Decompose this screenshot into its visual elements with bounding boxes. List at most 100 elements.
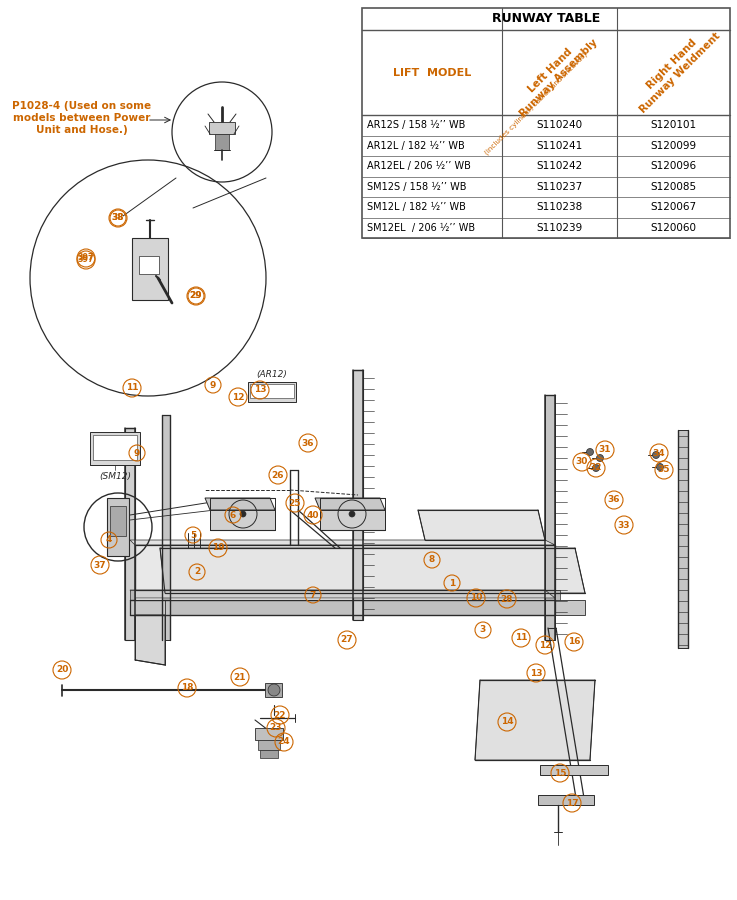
Polygon shape	[545, 395, 555, 640]
Text: 38: 38	[112, 213, 125, 222]
Text: AR12S / 158 ½’’ WB: AR12S / 158 ½’’ WB	[367, 121, 465, 130]
Circle shape	[596, 454, 604, 462]
Text: 4: 4	[106, 536, 112, 544]
Text: 397: 397	[77, 254, 94, 263]
Text: 14: 14	[500, 717, 513, 726]
Text: S120085: S120085	[651, 182, 696, 192]
Circle shape	[652, 452, 660, 458]
Polygon shape	[130, 540, 555, 545]
Polygon shape	[538, 795, 594, 805]
Bar	[93, 435, 137, 460]
Text: 33: 33	[618, 520, 630, 529]
Text: 5: 5	[190, 530, 196, 539]
Polygon shape	[135, 615, 165, 665]
Circle shape	[349, 511, 355, 517]
Bar	[258, 740, 280, 750]
Polygon shape	[265, 683, 282, 697]
Text: 35: 35	[657, 465, 670, 474]
Text: S110237: S110237	[537, 182, 583, 192]
Polygon shape	[545, 600, 585, 615]
Bar	[250, 384, 294, 398]
Text: 34: 34	[653, 448, 666, 457]
Text: 36: 36	[301, 438, 314, 447]
Bar	[90, 432, 140, 465]
Bar	[248, 382, 296, 402]
Text: S120096: S120096	[651, 161, 696, 171]
Polygon shape	[320, 510, 385, 530]
Text: P1028-4 (Used on some
models between Power
Unit and Hose.): P1028-4 (Used on some models between Pow…	[13, 102, 152, 135]
Text: 11: 11	[514, 634, 527, 643]
Text: Left Hand
Runway Assembly: Left Hand Runway Assembly	[509, 29, 599, 119]
Text: 18: 18	[181, 683, 193, 692]
Text: LIFT  MODEL: LIFT MODEL	[393, 68, 471, 77]
Text: 38: 38	[112, 213, 125, 222]
Text: 30: 30	[576, 457, 588, 466]
Polygon shape	[315, 498, 385, 510]
Text: S120099: S120099	[651, 140, 696, 150]
Text: AR12EL / 206 ½’’ WB: AR12EL / 206 ½’’ WB	[367, 161, 471, 171]
Text: (SM12): (SM12)	[99, 472, 131, 482]
Text: 23: 23	[270, 724, 282, 733]
Text: S110241: S110241	[537, 140, 583, 150]
Polygon shape	[130, 600, 165, 615]
Text: RUNWAY TABLE: RUNWAY TABLE	[492, 13, 600, 25]
Bar	[132, 238, 168, 300]
Text: S120067: S120067	[651, 202, 696, 212]
Polygon shape	[160, 548, 585, 593]
Text: S110242: S110242	[537, 161, 583, 171]
Text: 22: 22	[273, 710, 286, 719]
Text: 10: 10	[469, 593, 482, 602]
Circle shape	[657, 464, 663, 471]
Text: 27: 27	[340, 635, 353, 644]
Circle shape	[587, 448, 593, 455]
Text: 8: 8	[429, 555, 435, 564]
Polygon shape	[210, 510, 275, 530]
Text: 12: 12	[231, 392, 244, 401]
Text: 15: 15	[553, 769, 566, 778]
Text: 31: 31	[598, 446, 611, 454]
Bar	[139, 256, 159, 274]
Polygon shape	[135, 545, 555, 590]
Text: Right Hand
Runway Weldment: Right Hand Runway Weldment	[629, 22, 722, 114]
Text: SM12EL  / 206 ½’’ WB: SM12EL / 206 ½’’ WB	[367, 223, 475, 233]
Circle shape	[593, 464, 599, 472]
Text: 29: 29	[189, 292, 203, 301]
Text: 6: 6	[230, 510, 236, 519]
Bar	[110, 506, 126, 536]
Text: 13: 13	[530, 669, 542, 678]
Text: 37: 37	[94, 561, 106, 570]
Polygon shape	[418, 510, 545, 540]
Text: 29: 29	[189, 292, 203, 301]
Text: SM12L / 182 ½’’ WB: SM12L / 182 ½’’ WB	[367, 202, 466, 212]
Polygon shape	[540, 765, 608, 775]
Text: SM12S / 158 ½’’ WB: SM12S / 158 ½’’ WB	[367, 182, 467, 192]
Text: S110239: S110239	[537, 223, 583, 233]
Text: 32: 32	[590, 464, 602, 472]
Circle shape	[268, 684, 280, 696]
Text: (includes cylinder, cables and sheaves): (includes cylinder, cables and sheaves)	[483, 50, 588, 156]
Text: 397: 397	[77, 256, 94, 265]
Text: 13: 13	[254, 385, 266, 394]
Bar	[260, 750, 278, 758]
Circle shape	[240, 511, 246, 517]
Text: 2: 2	[194, 568, 200, 577]
Polygon shape	[555, 590, 560, 600]
Polygon shape	[130, 590, 555, 598]
Text: 3: 3	[480, 626, 486, 634]
Text: S110238: S110238	[537, 202, 583, 212]
Bar	[362, 8, 730, 238]
Polygon shape	[353, 370, 363, 620]
Text: 19: 19	[212, 544, 224, 553]
Text: 36: 36	[608, 496, 621, 505]
Text: (AR12): (AR12)	[256, 370, 287, 379]
Polygon shape	[475, 680, 595, 760]
Polygon shape	[678, 430, 688, 648]
Text: 9: 9	[210, 381, 216, 390]
Text: 17: 17	[566, 798, 579, 807]
Polygon shape	[162, 415, 170, 640]
Bar	[255, 728, 283, 740]
Text: AR12L / 182 ½’’ WB: AR12L / 182 ½’’ WB	[367, 140, 465, 150]
Text: 40: 40	[307, 510, 319, 519]
Text: S120060: S120060	[651, 223, 696, 233]
Text: 9: 9	[134, 448, 140, 457]
